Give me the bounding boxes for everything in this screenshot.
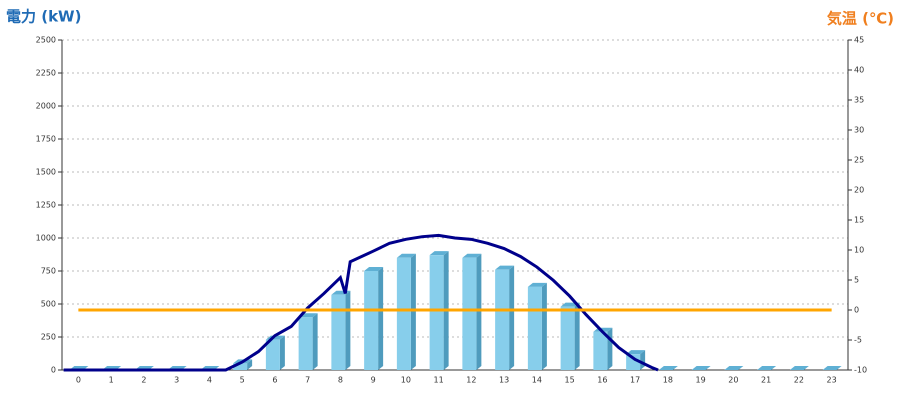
x-tick-label: 22 [794,376,804,385]
y2-tick-label: 10 [854,246,864,255]
bar-top [396,253,416,258]
line [63,233,659,372]
bar [233,363,248,370]
bar-side [312,313,318,370]
bar [298,317,313,370]
bar [396,257,411,370]
bar [265,339,280,370]
x-tick-label: 20 [728,376,738,385]
bar-side [509,265,515,370]
bar [495,269,510,370]
bar-top [364,267,384,271]
bar [429,255,444,370]
bar-top [462,253,482,258]
bar-top [495,265,515,270]
y-axis-title: 電力 (kW) [6,8,81,26]
bar [527,286,542,370]
y-tick-label: 2000 [36,102,56,111]
y2-tick-label: 5 [854,276,859,285]
y2-tick-label: 25 [854,156,864,165]
y-tick-label: 0 [51,366,56,375]
bar [593,331,608,370]
bar [462,257,477,370]
x-tick-label: 9 [371,376,376,385]
y-tick-label: 1250 [36,201,56,210]
x-tick-label: 19 [696,376,706,385]
bar-side [345,290,351,370]
bar-top [724,366,744,370]
bar [331,294,346,370]
y2-tick-label: 30 [854,126,864,135]
y-tick-label: 2250 [36,69,56,78]
bar-side [378,267,384,370]
bar-top [757,366,777,370]
x-tick-label: 15 [565,376,575,385]
x-tick-label: 4 [207,376,212,385]
y2-tick-label: 45 [854,36,864,45]
x-tick-label: 1 [109,376,114,385]
bar-top [789,366,809,370]
bar-top [691,366,711,370]
bar-side [476,253,482,370]
y2-tick-label: 40 [854,66,864,75]
x-tick-label: 5 [240,376,245,385]
y2-tick-label: 0 [854,306,859,315]
y2-tick-label: 35 [854,96,864,105]
bar-side [541,282,547,370]
bar-side [279,335,285,370]
y-tick-label: 1500 [36,168,56,177]
y2-axis-title: 気温 (℃) [827,10,894,28]
y2-tick-label: 15 [854,216,864,225]
bar-top [822,366,842,370]
y-tick-label: 1000 [36,234,56,243]
x-tick-label: 17 [630,376,640,385]
x-tick-label: 23 [827,376,837,385]
bar-side [410,253,416,370]
bar [560,306,575,370]
bar-top [527,282,547,287]
y2-tick-label: 20 [854,186,864,195]
bar-top [658,366,678,370]
bar-side [247,359,253,370]
x-tick-label: 21 [761,376,771,385]
x-tick-label: 8 [338,376,343,385]
x-tick-label: 3 [174,376,179,385]
x-tick-label: 12 [466,376,476,385]
x-tick-label: 2 [141,376,146,385]
y2-tick-label: -5 [854,336,862,345]
x-tick-label: 7 [305,376,310,385]
bar [364,271,379,370]
bar-top [626,350,646,355]
x-tick-label: 13 [499,376,509,385]
bar-side [574,302,580,370]
bar [626,354,641,370]
x-tick-label: 0 [76,376,81,385]
y-tick-label: 750 [41,267,56,276]
y-tick-label: 2500 [36,36,56,45]
y2-tick-label: -10 [854,366,867,375]
y-tick-label: 1750 [36,135,56,144]
y-tick-label: 250 [41,333,56,342]
bar-side [607,327,613,370]
y-tick-label: 500 [41,300,56,309]
x-tick-label: 6 [272,376,277,385]
x-tick-label: 18 [663,376,673,385]
x-tick-label: 16 [597,376,607,385]
x-tick-label: 14 [532,376,542,385]
x-tick-label: 10 [401,376,411,385]
bar-top [429,251,449,256]
x-tick-label: 11 [434,376,444,385]
